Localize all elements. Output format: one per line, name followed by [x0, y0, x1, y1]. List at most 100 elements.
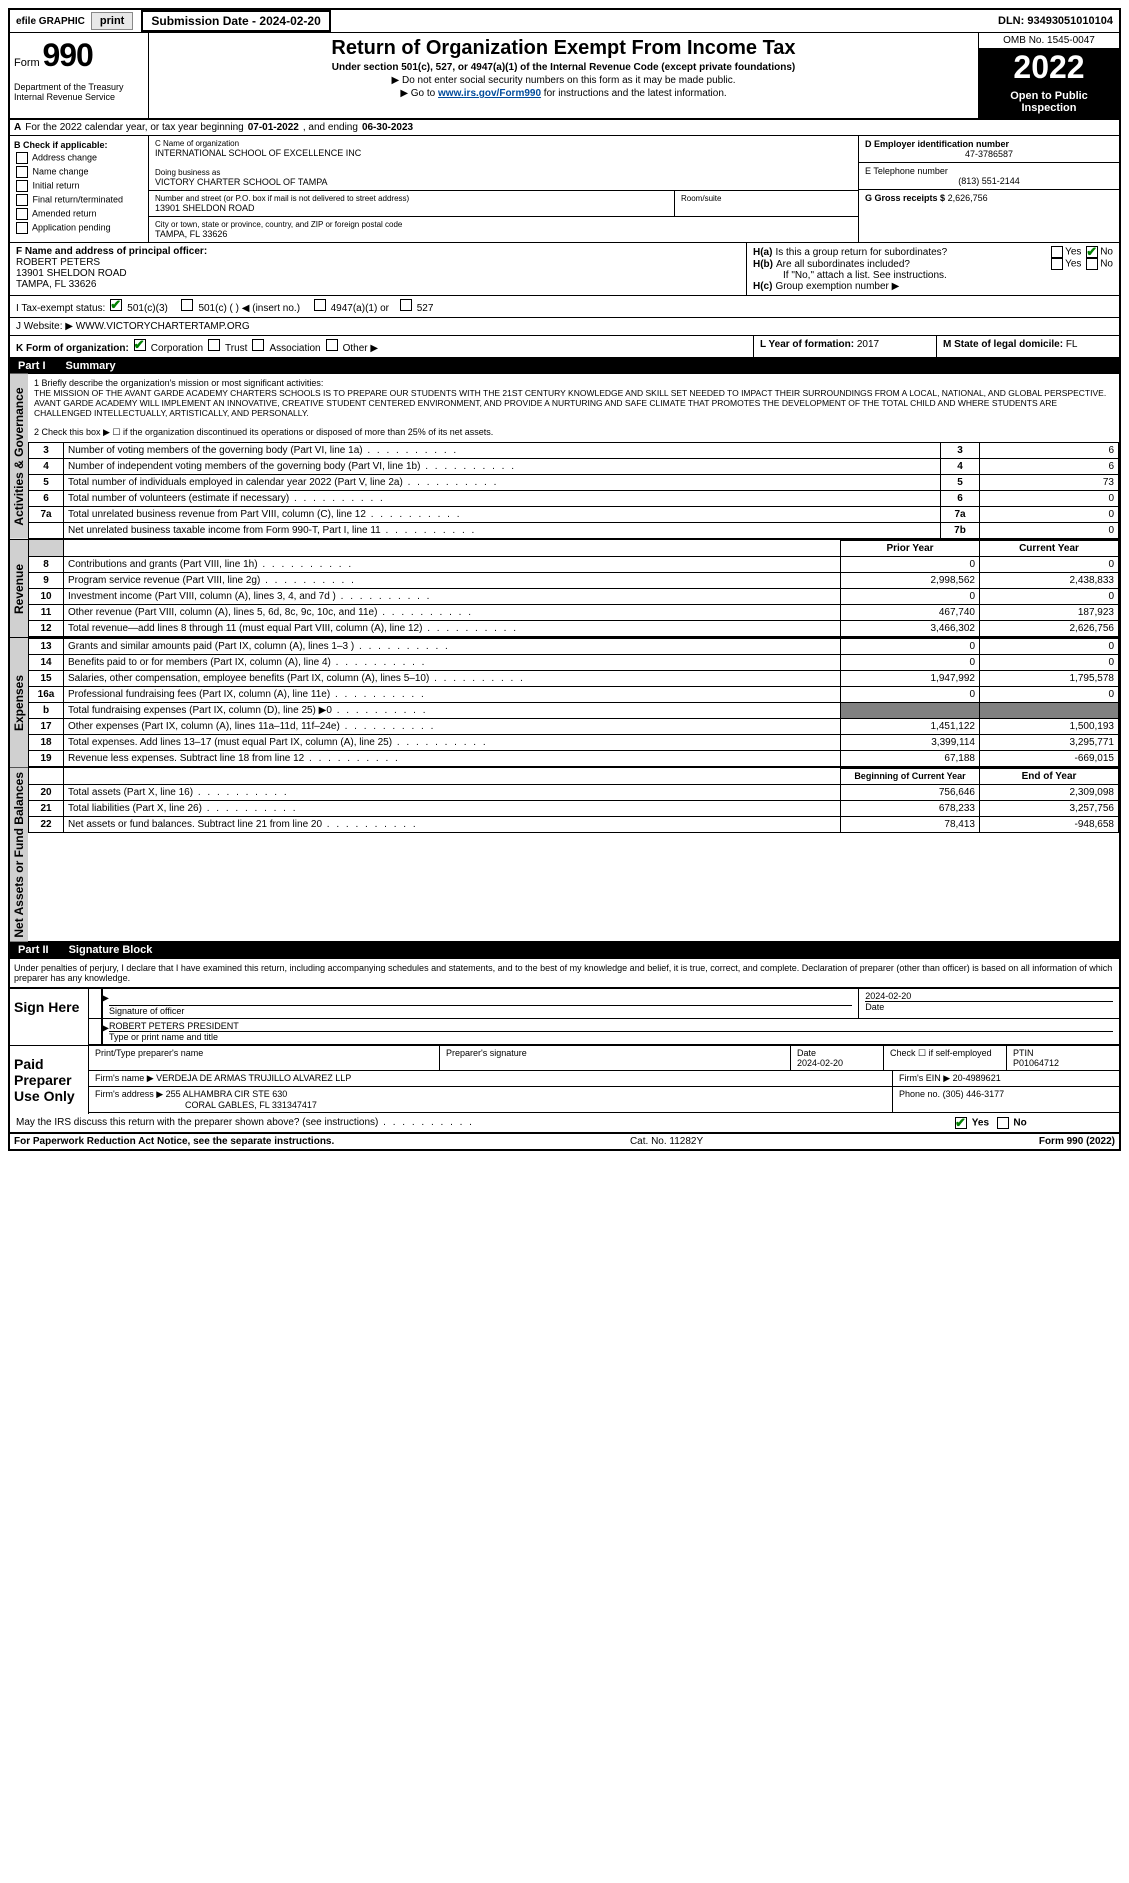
discuss-yes-checkbox[interactable] — [955, 1117, 967, 1129]
col-b-checkboxes: B Check if applicable: Address change Na… — [10, 136, 149, 242]
form-header: Form 990 Department of the Treasury Inte… — [10, 33, 1119, 120]
discuss-no-checkbox[interactable] — [997, 1117, 1009, 1129]
officer-print-name: ROBERT PETERS PRESIDENT — [109, 1021, 1113, 1031]
expenses-label: Expenses — [10, 638, 28, 767]
header-right: OMB No. 1545-0047 2022 Open to Public In… — [978, 33, 1119, 118]
table-row: Net unrelated business taxable income fr… — [29, 522, 1119, 538]
state-domicile: FL — [1066, 339, 1078, 350]
hb-no-checkbox[interactable] — [1086, 258, 1098, 270]
revenue-table: Prior Year Current Year 8Contributions a… — [28, 540, 1119, 637]
mission-text: THE MISSION OF THE AVANT GARDE ACADEMY C… — [34, 388, 1113, 419]
governance-section: Activities & Governance 1 Briefly descri… — [10, 374, 1119, 540]
year-formation: 2017 — [857, 339, 879, 350]
gross-receipts: 2,626,756 — [948, 193, 988, 203]
part-1-header: Part I Summary — [10, 358, 1119, 374]
trust-checkbox[interactable] — [208, 339, 220, 351]
firm-phone: (305) 446-3177 — [943, 1089, 1005, 1099]
association-checkbox[interactable] — [252, 339, 264, 351]
col-c-name-address: C Name of organization INTERNATIONAL SCH… — [149, 136, 858, 242]
4947-checkbox[interactable] — [314, 299, 326, 311]
street-address: 13901 SHELDON ROAD — [155, 203, 668, 213]
table-row: 6Total number of volunteers (estimate if… — [29, 490, 1119, 506]
sign-here-section: Sign Here Signature of officer 2024-02-2… — [10, 987, 1119, 1045]
table-row: 15Salaries, other compensation, employee… — [29, 670, 1119, 686]
table-row: 14Benefits paid to or for members (Part … — [29, 654, 1119, 670]
discuss-row: May the IRS discuss this return with the… — [10, 1114, 1119, 1133]
table-row: 17Other expenses (Part IX, column (A), l… — [29, 718, 1119, 734]
table-row: 20Total assets (Part X, line 16)756,6462… — [29, 784, 1119, 800]
preparer-row-3: Firm's address ▶ 255 ALHAMBRA CIR STE 63… — [89, 1087, 1119, 1113]
form-subtitle: Under section 501(c), 527, or 4947(a)(1)… — [153, 62, 974, 73]
website: WWW.VICTORYCHARTERTAMP.ORG — [76, 321, 250, 332]
address-change-checkbox[interactable] — [16, 152, 28, 164]
entity-info: B Check if applicable: Address change Na… — [10, 136, 1119, 243]
header-left: Form 990 Department of the Treasury Inte… — [10, 33, 149, 118]
ein: 47-3786587 — [865, 149, 1113, 159]
dln-label: DLN: 93493051010104 — [998, 15, 1119, 27]
ha-no-checkbox[interactable] — [1086, 246, 1098, 258]
submission-date-box: Submission Date - 2024-02-20 — [141, 10, 330, 32]
row-k-l-m: K Form of organization: Corporation Trus… — [10, 336, 1119, 358]
501c3-checkbox[interactable] — [110, 299, 122, 311]
revenue-section: Revenue Prior Year Current Year 8Contrib… — [10, 540, 1119, 638]
preparer-row-2: Firm's name ▶ VERDEJA DE ARMAS TRUJILLO … — [89, 1071, 1119, 1087]
table-row: 13Grants and similar amounts paid (Part … — [29, 638, 1119, 654]
signature-date: 2024-02-20 — [865, 991, 1113, 1001]
no-ssn-note: ▶ Do not enter social security numbers o… — [153, 75, 974, 86]
city-state-zip: TAMPA, FL 33626 — [155, 229, 852, 239]
part-2-header: Part II Signature Block — [10, 942, 1119, 958]
table-row: 8Contributions and grants (Part VIII, li… — [29, 556, 1119, 572]
col-d-ein-phone: D Employer identification number 47-3786… — [858, 136, 1119, 242]
initial-return-checkbox[interactable] — [16, 180, 28, 192]
501c-checkbox[interactable] — [181, 299, 193, 311]
net-assets-table: Beginning of Current Year End of Year 20… — [28, 768, 1119, 833]
form-title: Return of Organization Exempt From Incom… — [153, 37, 974, 60]
table-row: 19Revenue less expenses. Subtract line 1… — [29, 750, 1119, 766]
department-label: Department of the Treasury Internal Reve… — [14, 82, 144, 102]
expenses-section: Expenses 13Grants and similar amounts pa… — [10, 638, 1119, 768]
line-2: 2 Check this box ▶ ☐ if the organization… — [28, 423, 1119, 442]
hb-yes-checkbox[interactable] — [1051, 258, 1063, 270]
row-f-h: F Name and address of principal officer:… — [10, 243, 1119, 296]
expenses-table: 13Grants and similar amounts paid (Part … — [28, 638, 1119, 767]
preparer-row-1: Print/Type preparer's name Preparer's si… — [89, 1046, 1119, 1071]
name-change-checkbox[interactable] — [16, 166, 28, 178]
mission-block: 1 Briefly describe the organization's mi… — [28, 374, 1119, 423]
table-row: 4Number of independent voting members of… — [29, 458, 1119, 474]
table-row: 22Net assets or fund balances. Subtract … — [29, 816, 1119, 832]
table-row: 18Total expenses. Add lines 13–17 (must … — [29, 734, 1119, 750]
table-row: bTotal fundraising expenses (Part IX, co… — [29, 702, 1119, 718]
phone: (813) 551-2144 — [865, 176, 1113, 186]
final-return-checkbox[interactable] — [16, 194, 28, 206]
row-i: I Tax-exempt status: 501(c)(3) 501(c) ( … — [10, 296, 1119, 318]
line-a: A For the 2022 calendar year, or tax yea… — [10, 120, 1119, 136]
officer-name: ROBERT PETERS — [16, 257, 740, 268]
top-bar: efile GRAPHIC print Submission Date - 20… — [10, 10, 1119, 33]
arrow-icon — [89, 989, 103, 1018]
penalties-statement: Under penalties of perjury, I declare th… — [10, 958, 1119, 987]
amended-return-checkbox[interactable] — [16, 208, 28, 220]
net-assets-section: Net Assets or Fund Balances Beginning of… — [10, 768, 1119, 943]
paid-preparer-section: Paid Preparer Use Only Print/Type prepar… — [10, 1045, 1119, 1114]
table-row: 3Number of voting members of the governi… — [29, 442, 1119, 458]
table-row: 12Total revenue—add lines 8 through 11 (… — [29, 620, 1119, 636]
print-button[interactable]: print — [91, 12, 133, 30]
corporation-checkbox[interactable] — [134, 339, 146, 351]
other-checkbox[interactable] — [326, 339, 338, 351]
revenue-label: Revenue — [10, 540, 28, 637]
527-checkbox[interactable] — [400, 299, 412, 311]
dba-name: VICTORY CHARTER SCHOOL OF TAMPA — [155, 177, 852, 187]
table-row: 9Program service revenue (Part VIII, lin… — [29, 572, 1119, 588]
ptin: P01064712 — [1013, 1058, 1059, 1068]
ha-yes-checkbox[interactable] — [1051, 246, 1063, 258]
org-name: INTERNATIONAL SCHOOL OF EXCELLENCE INC — [155, 148, 852, 158]
table-row: 11Other revenue (Part VIII, column (A), … — [29, 604, 1119, 620]
application-pending-checkbox[interactable] — [16, 222, 28, 234]
firm-name: VERDEJA DE ARMAS TRUJILLO ALVAREZ LLP — [156, 1073, 351, 1083]
irs-link[interactable]: www.irs.gov/Form990 — [438, 88, 541, 99]
inspection-label: Open to Public Inspection — [979, 86, 1119, 118]
firm-addr: 255 ALHAMBRA CIR STE 630 — [166, 1089, 288, 1099]
row-j: J Website: ▶ WWW.VICTORYCHARTERTAMP.ORG — [10, 318, 1119, 336]
form-number: 990 — [42, 37, 92, 73]
governance-label: Activities & Governance — [10, 374, 28, 539]
